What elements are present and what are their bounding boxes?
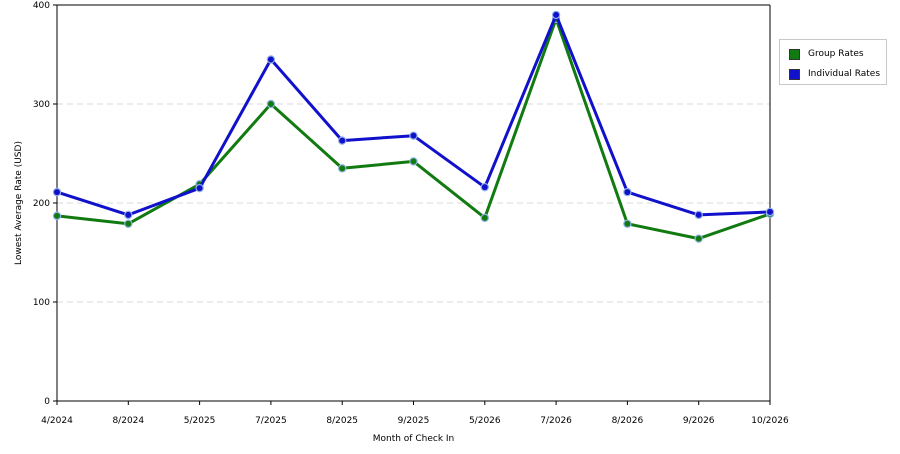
series-line-individual-rates xyxy=(56,13,771,217)
data-point-group-rates xyxy=(480,213,489,223)
legend-item-group-rates: Group Rates xyxy=(789,47,864,61)
data-point-individual-rates xyxy=(480,182,489,192)
legend-item-individual-rates: Individual Rates xyxy=(789,67,880,81)
y-tick-label: 200 xyxy=(33,199,50,209)
legend-swatch-individual-rates xyxy=(789,68,800,80)
data-point-individual-rates xyxy=(338,136,347,145)
data-point-group-rates xyxy=(266,99,276,109)
data-point-individual-rates xyxy=(551,10,561,20)
x-tick-label: 9/2025 xyxy=(398,416,430,426)
y-tick-label: 100 xyxy=(33,298,50,308)
data-point-individual-rates xyxy=(195,183,204,193)
x-tick-label: 8/2024 xyxy=(112,416,144,426)
y-tick-label: 300 xyxy=(33,100,50,110)
x-tick-label: 9/2026 xyxy=(683,416,715,426)
x-tick-label: 8/2025 xyxy=(326,416,358,426)
data-point-individual-rates xyxy=(409,131,418,140)
data-point-group-rates xyxy=(409,157,418,166)
data-point-individual-rates xyxy=(52,187,62,197)
data-point-group-rates xyxy=(124,219,133,228)
data-point-group-rates xyxy=(52,211,62,221)
x-tick-label: 5/2026 xyxy=(469,416,501,426)
data-point-individual-rates xyxy=(266,55,276,64)
x-axis-title: Month of Check In xyxy=(373,434,455,444)
data-point-individual-rates xyxy=(765,207,775,217)
x-tick-label: 8/2026 xyxy=(612,416,644,426)
legend-label-group-rates: Group Rates xyxy=(808,49,864,59)
data-point-individual-rates xyxy=(694,210,703,220)
data-point-group-rates xyxy=(338,164,347,173)
data-point-individual-rates xyxy=(623,187,632,197)
x-tick-label: 7/2026 xyxy=(540,416,572,426)
y-tick-label: 400 xyxy=(33,1,50,11)
chart-legend: Group Rates Individual Rates xyxy=(779,39,887,85)
y-tick-label: 0 xyxy=(44,397,50,407)
x-tick-label: 5/2025 xyxy=(184,416,216,426)
data-point-group-rates xyxy=(694,234,703,243)
data-point-group-rates xyxy=(623,219,632,228)
series-line-group-rates xyxy=(56,17,771,241)
y-axis-title: Lowest Average Rate (USD) xyxy=(14,141,24,265)
data-point-individual-rates xyxy=(124,210,133,220)
x-tick-label: 4/2024 xyxy=(41,416,73,426)
x-tick-label: 10/2026 xyxy=(751,416,789,426)
legend-label-individual-rates: Individual Rates xyxy=(808,69,881,79)
x-tick-label: 7/2025 xyxy=(255,416,287,426)
legend-swatch-group-rates xyxy=(789,48,800,60)
